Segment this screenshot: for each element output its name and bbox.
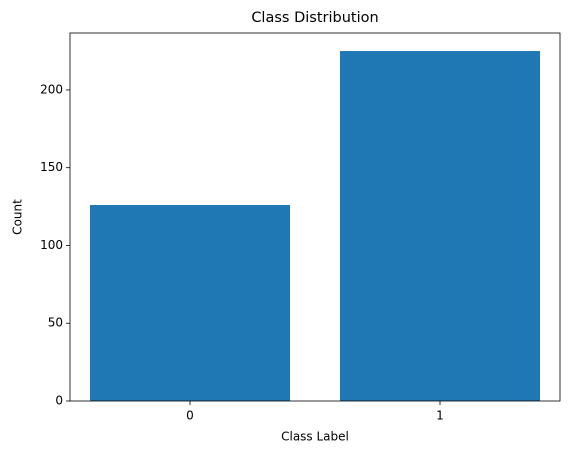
bar xyxy=(90,205,290,401)
x-tick-label: 0 xyxy=(186,409,194,423)
y-tick-label: 100 xyxy=(40,238,63,252)
plot-frame xyxy=(69,32,561,402)
y-axis-label: Count xyxy=(11,199,25,235)
chart-title: Class Distribution xyxy=(251,10,378,26)
bar xyxy=(340,51,540,401)
y-tick-label: 200 xyxy=(40,82,63,96)
y-tick-label: 150 xyxy=(40,160,63,174)
x-tick-label: 1 xyxy=(436,409,444,423)
y-tick-label: 50 xyxy=(48,316,63,330)
x-axis-label: Class Label xyxy=(281,430,349,444)
y-tick-label: 0 xyxy=(55,394,63,408)
